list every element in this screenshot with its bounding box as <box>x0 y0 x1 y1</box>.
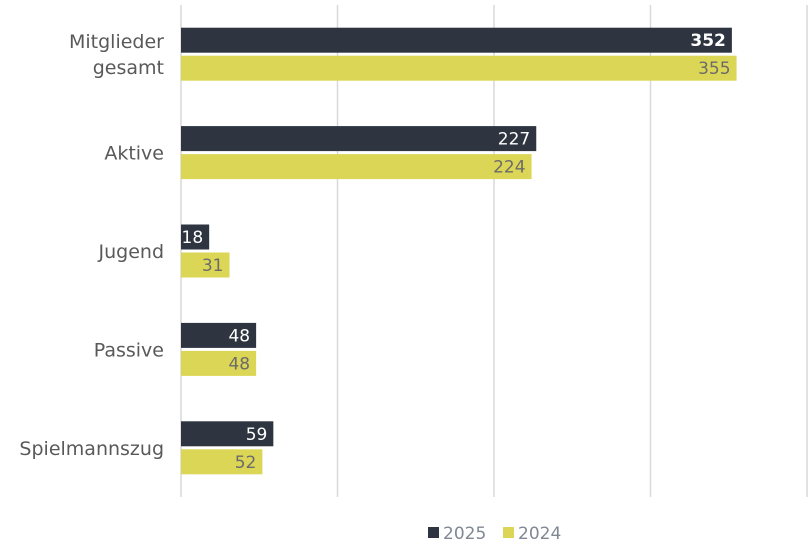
category-label-line: Passive <box>94 339 164 361</box>
category-label-line: Spielmannszug <box>19 438 164 460</box>
data-label-passive-2025: 48 <box>228 326 250 346</box>
bar-aktive-2025 <box>181 126 537 152</box>
bar-aktive-2024 <box>181 154 532 180</box>
bar-passive-2024 <box>181 350 257 376</box>
data-label-aktive-2025: 227 <box>498 130 530 150</box>
category-label-line: Aktive <box>104 143 164 165</box>
data-label-jugend-2025: 18 <box>182 228 204 248</box>
legend-swatch-2025 <box>428 527 439 538</box>
data-label-jugend-2024: 31 <box>202 256 224 276</box>
data-label-passive-2024: 48 <box>228 354 250 374</box>
category-label-mitglieder-gesamt: Mitglieder gesamt <box>69 31 164 79</box>
bar-jugend-2025 <box>181 224 210 250</box>
category-label-line: Jugend <box>98 241 165 263</box>
data-label-spielmannszug-2025: 59 <box>246 425 268 445</box>
category-label-spielmannszug: Spielmannszug <box>19 438 164 460</box>
bar-jugend-2024 <box>181 252 230 278</box>
bar-spielmannszug-2025 <box>181 421 274 447</box>
legend-swatch-2024 <box>503 527 514 538</box>
data-label-spielmannszug-2024: 52 <box>235 453 257 473</box>
category-label-jugend: Jugend <box>98 241 165 263</box>
category-label-passive: Passive <box>94 339 164 361</box>
data-label-mitglieder-gesamt-2025: 352 <box>690 31 726 51</box>
bar-mitglieder-gesamt-2025 <box>181 27 732 53</box>
legend-label-2025: 2025 <box>443 524 486 544</box>
data-label-mitglieder-gesamt-2024: 355 <box>698 59 730 79</box>
legend: 2025 2024 <box>428 524 561 544</box>
legend-label-2024: 2024 <box>518 524 561 544</box>
category-label-aktive: Aktive <box>104 143 164 165</box>
bar-passive-2025 <box>181 322 257 348</box>
bar-mitglieder-gesamt-2024 <box>181 55 737 81</box>
category-label-line: Mitglieder <box>69 31 164 53</box>
data-label-aktive-2024: 224 <box>493 158 525 178</box>
bars: 352 355 227 224 18 31 48 48 59 52 <box>181 27 737 475</box>
category-label-line: gesamt <box>93 57 164 79</box>
category-labels: Mitglieder gesamt Aktive Jugend Passive Spiel… <box>19 31 164 460</box>
gridlines <box>180 5 808 497</box>
bar-spielmannszug-2024 <box>181 449 263 475</box>
